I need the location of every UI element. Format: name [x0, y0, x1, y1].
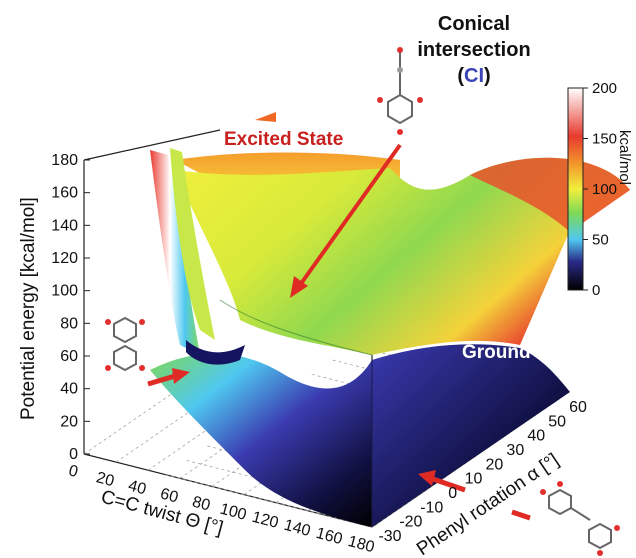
z-tick-label: 100 — [51, 283, 78, 300]
colorbar-tick-label: 50 — [592, 232, 609, 249]
ci-line-1: Conical — [438, 13, 510, 35]
y-tick-label: -10 — [420, 499, 443, 516]
z-axis-label: Potential energy [kcal/mol] — [18, 197, 39, 420]
y-tick-label: 0 — [448, 485, 457, 502]
surface-left-wall — [150, 148, 245, 365]
z-tick-label: 80 — [60, 315, 78, 332]
x-tick-label: 40 — [126, 477, 148, 498]
excited-state-surface — [175, 152, 630, 356]
molecule-ci-icon — [377, 47, 423, 135]
z-axis-ticks: 0 20 40 60 80 100 120 140 160 180 — [51, 152, 90, 463]
colorbar: 0 50 100 150 200 kcal/mol — [567, 80, 633, 299]
colorbar-unit: kcal/mol — [616, 130, 633, 185]
molecule-left-icon — [105, 316, 145, 372]
x-axis-ticks: 0 20 40 60 80 100 120 140 160 180 — [67, 462, 377, 556]
x-tick-label: 0 — [67, 462, 80, 481]
arrows — [147, 112, 531, 521]
x-tick-label: 140 — [282, 517, 312, 540]
z-tick-label: 120 — [51, 250, 78, 267]
z-tick-label: 140 — [51, 217, 78, 234]
y-tick-label: 60 — [569, 399, 587, 416]
x-tick-label: 180 — [346, 533, 376, 556]
z-tick-label: 0 — [69, 446, 78, 463]
colorbar-ticks: 0 50 100 150 200 — [583, 80, 617, 299]
ci-line-3: (CI) — [457, 65, 490, 87]
x-tick-label: 80 — [190, 494, 212, 515]
y-tick-label: 10 — [465, 471, 483, 488]
y-tick-label: 40 — [527, 428, 545, 445]
y-tick-label: 20 — [486, 456, 504, 473]
ground-state-surface — [150, 344, 570, 527]
y-tick-label: 30 — [506, 442, 524, 459]
x-tick-label: 160 — [314, 525, 344, 548]
y-tick-label: -20 — [399, 514, 422, 531]
z-tick-label: 20 — [60, 413, 78, 430]
molecule-right-icon — [540, 481, 620, 556]
colorbar-tick-label: 150 — [592, 131, 617, 148]
colorbar-tick-label: 0 — [592, 282, 600, 299]
y-tick-label: -30 — [378, 528, 401, 545]
z-tick-label: 180 — [51, 152, 78, 169]
conical-intersection-annotation: Conical intersection (CI) — [417, 13, 530, 87]
x-tick-label: 20 — [94, 469, 116, 490]
x-tick-label: 120 — [250, 509, 280, 532]
colorbar-tick-label: 200 — [592, 80, 617, 97]
y-tick-label: 50 — [548, 413, 566, 430]
ci-line-2: intersection — [417, 39, 530, 61]
ground-state-label: Ground State — [462, 342, 582, 363]
x-tick-label: 100 — [218, 501, 248, 524]
x-tick-label: 60 — [158, 485, 180, 506]
z-tick-label: 40 — [60, 381, 78, 398]
ci-abbreviation: CI — [464, 65, 484, 87]
excited-state-label: Excited State — [224, 129, 343, 150]
colorbar-tick-label: 100 — [592, 181, 617, 198]
z-tick-label: 160 — [51, 185, 78, 202]
colorbar-gradient — [567, 87, 584, 291]
z-tick-label: 60 — [60, 348, 78, 365]
